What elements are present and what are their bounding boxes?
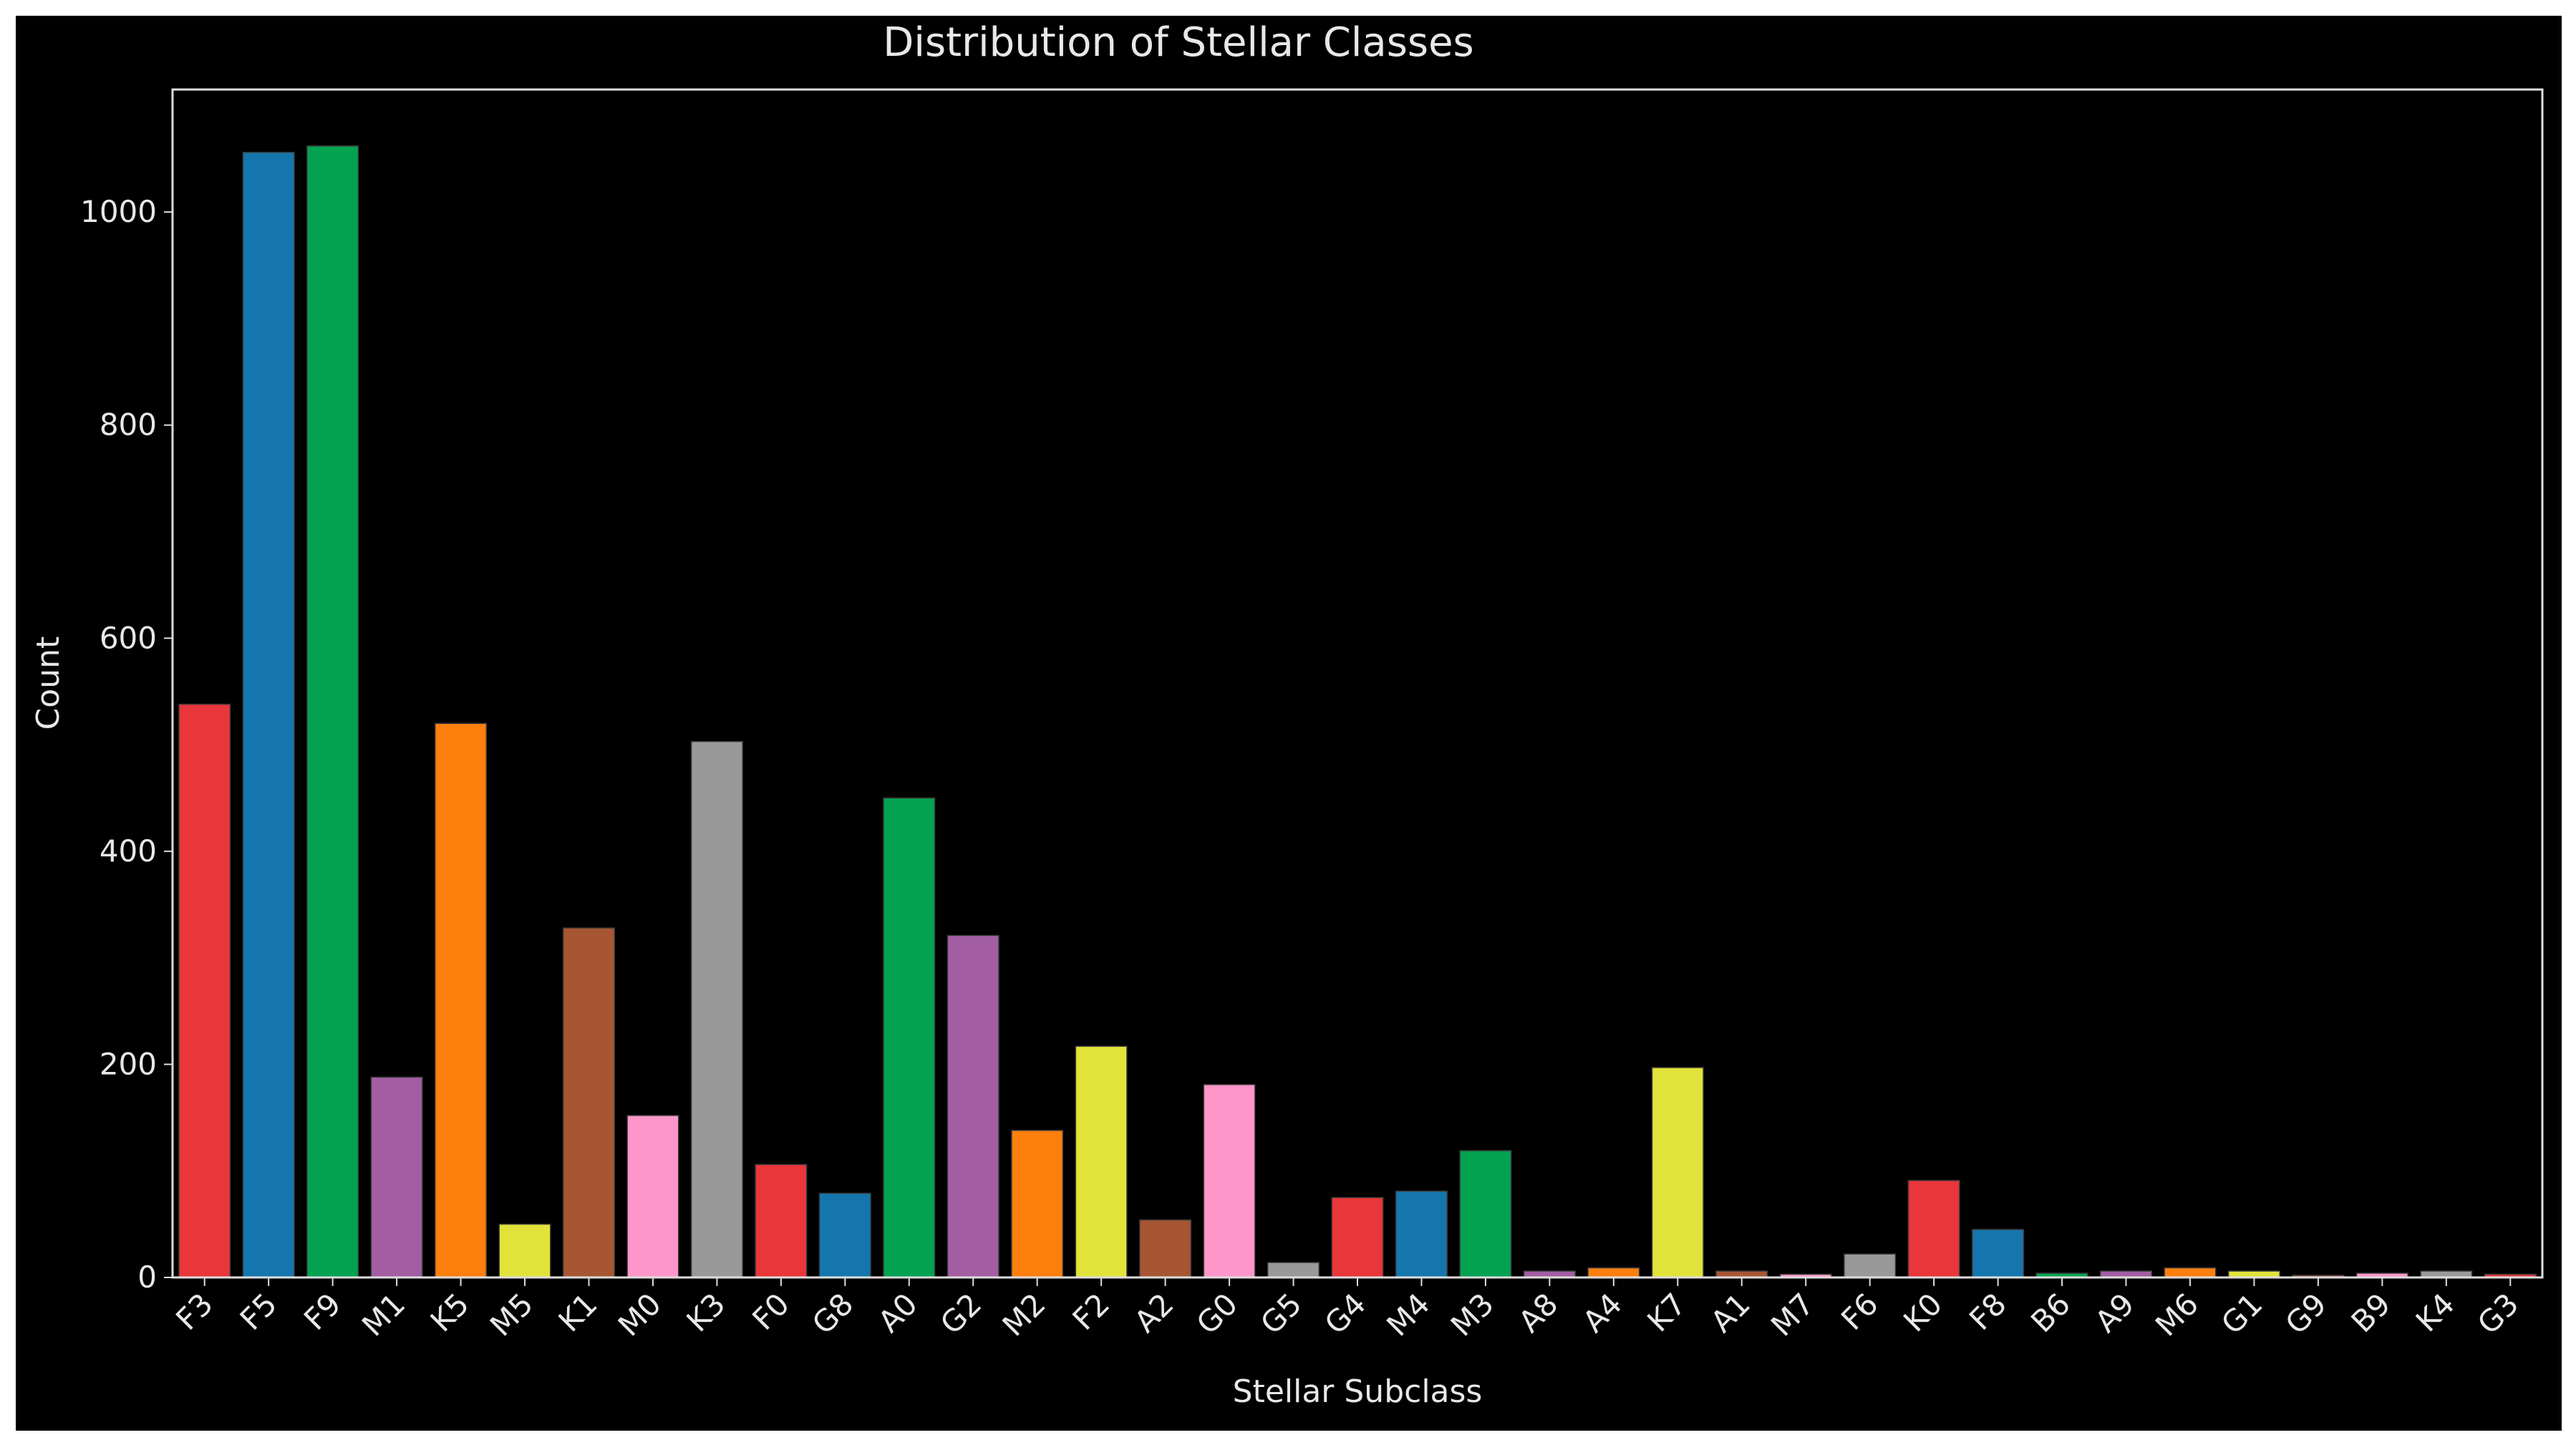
x-tick-label: A8 xyxy=(1512,1286,1565,1339)
bar-K3 xyxy=(690,740,743,1278)
y-tick-label: 1000 xyxy=(80,194,157,229)
y-tick-label: 800 xyxy=(100,407,157,443)
bar-F0 xyxy=(755,1164,808,1278)
bar-M2 xyxy=(1011,1129,1064,1278)
x-tick-label: F2 xyxy=(1066,1286,1117,1337)
x-tick-label: G2 xyxy=(934,1286,989,1341)
x-tick-label: A4 xyxy=(1576,1286,1629,1339)
bar-M6 xyxy=(2164,1267,2217,1278)
y-tick-label: 600 xyxy=(100,620,157,655)
x-tick-label: M0 xyxy=(611,1286,668,1343)
x-tick-label: K4 xyxy=(2409,1286,2461,1338)
x-tick-label: F9 xyxy=(297,1286,348,1337)
bar-A0 xyxy=(883,797,936,1278)
bar-F6 xyxy=(1844,1253,1897,1278)
bar-M1 xyxy=(370,1076,423,1278)
x-tick-label: G3 xyxy=(2471,1286,2526,1341)
x-tick-label: M7 xyxy=(1764,1286,1821,1343)
x-tick-label: G9 xyxy=(2278,1286,2333,1341)
x-tick-label: A2 xyxy=(1128,1286,1181,1339)
bar-M0 xyxy=(626,1115,679,1278)
x-tick-label: K5 xyxy=(424,1286,476,1338)
plot-border xyxy=(171,88,2544,1279)
bar-F9 xyxy=(306,145,359,1278)
bar-G4 xyxy=(1331,1197,1384,1278)
x-tick-label: F8 xyxy=(1962,1286,2013,1337)
bar-A2 xyxy=(1139,1219,1192,1278)
y-tick-label: 0 xyxy=(137,1260,157,1295)
x-tick-label: G5 xyxy=(1254,1286,1309,1341)
bar-G2 xyxy=(946,934,999,1278)
bar-K7 xyxy=(1651,1067,1704,1278)
x-tick-label: M4 xyxy=(1380,1286,1436,1343)
y-axis: 0 200 400 600 800 1000 xyxy=(80,194,173,1295)
x-tick-label: K7 xyxy=(1640,1286,1693,1338)
bar-F3 xyxy=(178,703,231,1278)
x-tick-label: M2 xyxy=(996,1286,1052,1343)
bar-K1 xyxy=(562,927,616,1278)
x-tick-label: A9 xyxy=(2088,1286,2141,1339)
x-tick-label: G1 xyxy=(2214,1286,2270,1341)
bar-F5 xyxy=(242,152,295,1278)
bar-G0 xyxy=(1203,1083,1256,1278)
x-tick-label: A1 xyxy=(1704,1286,1757,1339)
chart-title: Distribution of Stellar Classes xyxy=(883,19,1473,66)
bar-M5 xyxy=(498,1223,551,1278)
x-tick-label: A0 xyxy=(871,1286,924,1339)
x-tick-label: F6 xyxy=(1834,1286,1885,1337)
x-tick-label: B9 xyxy=(2344,1286,2397,1339)
x-tick-label: M5 xyxy=(483,1286,540,1343)
y-axis-label: Count xyxy=(30,637,67,730)
bar-M4 xyxy=(1395,1190,1448,1278)
x-tick-label: K1 xyxy=(552,1286,604,1338)
x-tick-label: K0 xyxy=(1897,1286,1949,1338)
bar-K0 xyxy=(1907,1179,1960,1278)
x-tick-label: M3 xyxy=(1444,1286,1501,1343)
chart-frame: Distribution of Stellar Classes 0 200 400 6… xyxy=(16,16,2562,1431)
x-tick-label: G8 xyxy=(805,1286,861,1341)
x-tick-label: F3 xyxy=(169,1286,220,1337)
y-tick-label: 200 xyxy=(100,1046,157,1081)
x-tick-label: G4 xyxy=(1318,1286,1373,1341)
bar-A4 xyxy=(1587,1267,1640,1278)
bar-K5 xyxy=(435,722,488,1278)
x-tick-label: K3 xyxy=(679,1286,732,1338)
x-tick-label: F0 xyxy=(745,1286,796,1337)
x-axis: F3 F5 F9 M1 K5 M5 K1 M0 K3 F0 G8 A0 G2 M2 F2 A2 G0 G5 G4 M4… xyxy=(169,1277,2525,1343)
bar-M3 xyxy=(1459,1150,1512,1278)
x-tick-label: M1 xyxy=(355,1286,412,1343)
bar-G8 xyxy=(818,1192,871,1278)
bar-chart: Distribution of Stellar Classes 0 200 400 6… xyxy=(30,19,2544,1410)
x-tick-label: B6 xyxy=(2024,1286,2077,1339)
bar-F8 xyxy=(1972,1229,2025,1278)
x-tick-label: G0 xyxy=(1190,1286,1245,1341)
x-tick-label: F5 xyxy=(233,1286,284,1337)
y-tick-label: 400 xyxy=(100,833,157,869)
bar-G5 xyxy=(1267,1262,1320,1278)
bars-group xyxy=(178,145,2537,1278)
x-axis-label: Stellar Subclass xyxy=(1233,1373,1483,1410)
bar-F2 xyxy=(1075,1045,1128,1278)
x-tick-label: M6 xyxy=(2149,1286,2205,1343)
